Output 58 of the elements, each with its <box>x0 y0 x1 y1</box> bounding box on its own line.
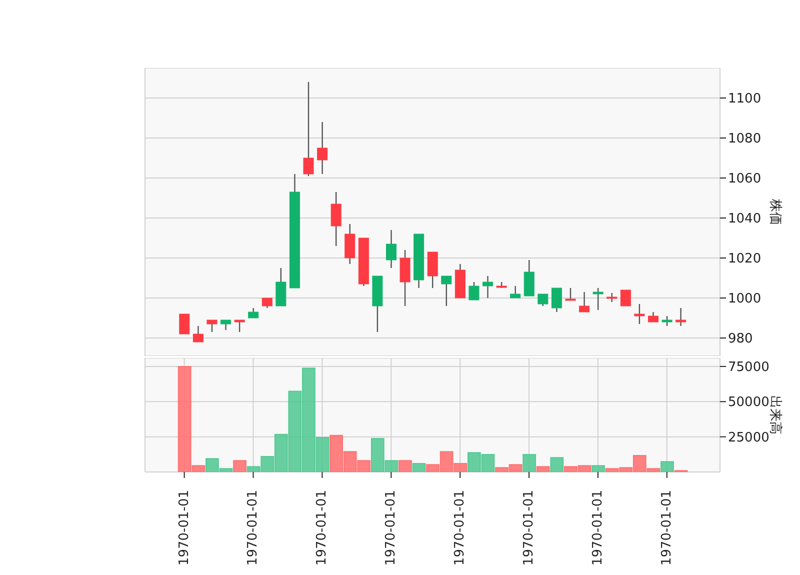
candlestick <box>248 307 259 319</box>
candlestick <box>538 293 548 307</box>
candlestick <box>179 314 190 334</box>
candlestick <box>303 81 314 177</box>
candlestick <box>344 223 356 265</box>
candlestick <box>579 291 590 313</box>
candlestick <box>262 297 272 309</box>
candlestick <box>620 290 631 306</box>
candlestick <box>676 307 686 327</box>
candlestick <box>648 311 658 323</box>
candlestick <box>386 229 396 269</box>
x-tick-label: 1970-01-01 <box>246 490 261 566</box>
x-tick-label: 1970-01-01 <box>384 490 399 566</box>
y-tick-label: 1080 <box>728 132 762 147</box>
candlestick <box>220 319 232 331</box>
y-tick-label: 1000 <box>728 292 762 307</box>
candlestick <box>330 191 342 247</box>
candlestick <box>276 267 286 307</box>
bar <box>592 465 605 472</box>
candlestick <box>192 325 204 343</box>
candlestick <box>634 303 645 325</box>
x-tick-label: 1970-01-01 <box>452 490 468 566</box>
bar <box>660 461 674 472</box>
bar <box>412 463 426 472</box>
x-tick-label: 1970-01-01 <box>659 490 674 566</box>
bar <box>536 466 550 472</box>
bar <box>398 460 412 472</box>
bar <box>233 460 246 472</box>
candlestick <box>317 121 328 175</box>
bar <box>550 457 564 472</box>
x-tick-label: 1970-01-01 <box>314 490 330 566</box>
y-tick-label: 980 <box>728 332 753 347</box>
y-tick-label: 1060 <box>728 172 762 187</box>
candlestick <box>468 281 480 301</box>
x-tick-label: 1970-01-01 <box>522 490 537 566</box>
y-tick-label: 25000 <box>728 430 770 446</box>
candlestick <box>441 275 452 307</box>
candlestick <box>592 287 604 311</box>
candlestick <box>206 319 218 333</box>
candlestick <box>427 251 438 289</box>
y-tick-label: 50000 <box>728 395 770 410</box>
candlestick <box>565 287 576 301</box>
candlestick <box>510 285 521 299</box>
x-tick-label: 1970-01-01 <box>590 490 606 566</box>
y-tick-label: 1100 <box>728 92 762 107</box>
x-tick-label: 1970-01-01 <box>176 490 192 566</box>
y-tick-label: 1040 <box>728 212 762 227</box>
candlestick <box>400 249 410 307</box>
y-axis-title: 出来高 <box>768 396 784 434</box>
candlestick <box>234 319 245 333</box>
y-tick-label: 1020 <box>728 252 762 267</box>
bar <box>522 454 536 472</box>
y-tick-label: 75000 <box>728 360 770 376</box>
candlestick <box>482 275 494 299</box>
candlestick <box>662 315 672 327</box>
y-axis-title: 株価 <box>768 198 782 225</box>
candlestick <box>524 259 534 297</box>
candlestick <box>551 287 562 313</box>
